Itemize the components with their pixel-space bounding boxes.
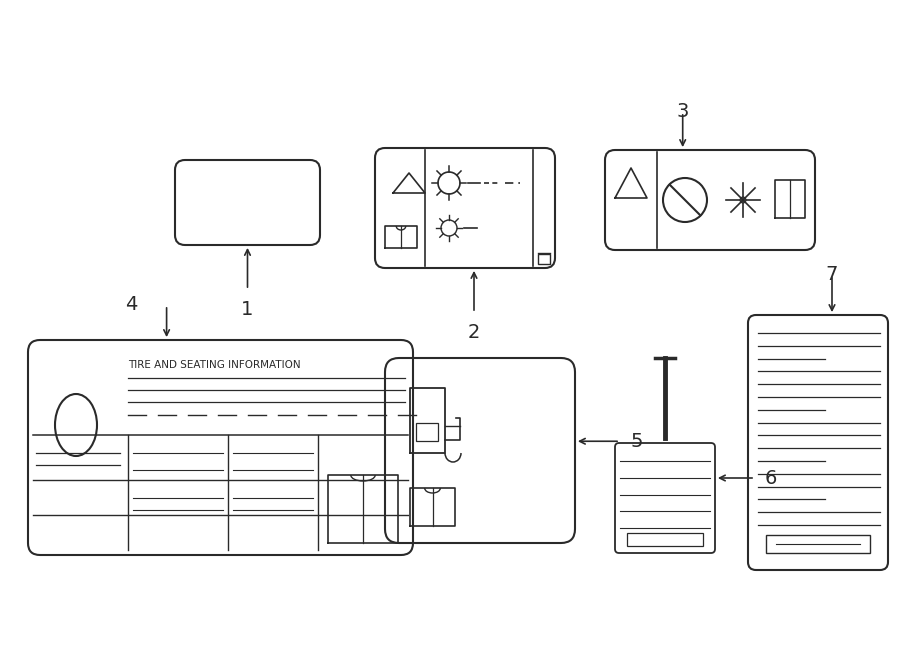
Text: 1: 1: [241, 300, 254, 319]
Text: 3: 3: [677, 102, 688, 121]
Text: 5: 5: [630, 432, 643, 451]
Text: 6: 6: [765, 469, 778, 488]
Text: 7: 7: [826, 265, 838, 284]
Text: TIRE AND SEATING INFORMATION: TIRE AND SEATING INFORMATION: [128, 360, 301, 370]
Text: 2: 2: [468, 323, 481, 342]
Text: 4: 4: [125, 295, 138, 314]
